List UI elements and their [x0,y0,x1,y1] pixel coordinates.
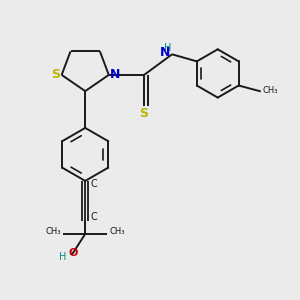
Text: C: C [90,212,97,222]
Text: S: S [51,68,60,81]
Text: N: N [110,68,120,81]
Text: C: C [90,179,97,190]
Text: CH₃: CH₃ [45,227,61,236]
Text: H: H [164,43,171,53]
Text: ·: · [68,249,73,262]
Text: CH₃: CH₃ [110,227,125,236]
Text: O: O [68,248,78,258]
Text: N: N [160,46,171,59]
Text: H: H [59,252,67,262]
Text: S: S [140,107,148,120]
Text: CH₃: CH₃ [262,86,278,95]
